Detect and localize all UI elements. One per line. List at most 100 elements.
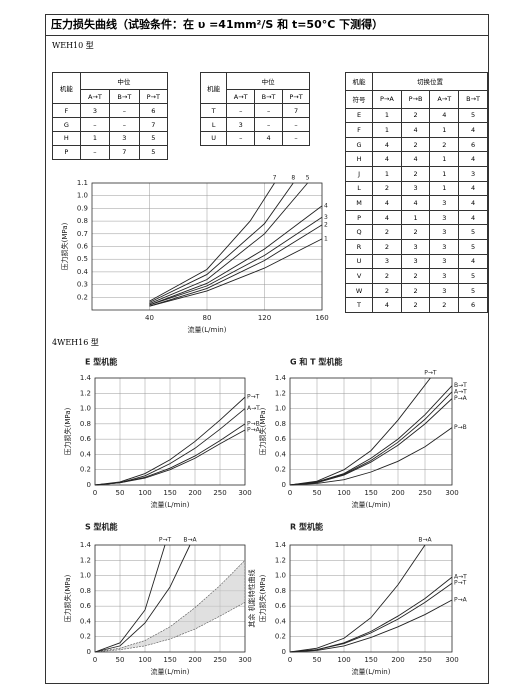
column-header: B→T bbox=[109, 89, 140, 105]
table-cell: 1 bbox=[400, 209, 431, 226]
table-cell: – bbox=[226, 103, 256, 119]
y-tick-label: 1.0 bbox=[80, 405, 91, 413]
y-tick-label: 1.4 bbox=[275, 541, 287, 549]
table-cell: T bbox=[199, 103, 228, 119]
x-tick-label: 150 bbox=[163, 489, 176, 497]
y-tick-label: 0.4 bbox=[275, 617, 287, 625]
curve bbox=[149, 182, 275, 302]
curve-label: P→T bbox=[247, 394, 260, 401]
x-tick-label: 120 bbox=[258, 314, 271, 322]
table-cell: J bbox=[344, 166, 374, 182]
curve bbox=[149, 216, 323, 306]
y-tick-label: 0.6 bbox=[80, 435, 92, 443]
table-cell: W bbox=[344, 282, 374, 299]
curve-label: P→A bbox=[454, 395, 468, 402]
curve-label: 5 bbox=[306, 175, 310, 182]
y-tick-label: 0.5 bbox=[77, 255, 88, 263]
y-tick-label: 0.6 bbox=[80, 602, 92, 610]
table-cell: H bbox=[344, 151, 374, 168]
table-cell: F bbox=[344, 122, 374, 138]
y-tick-label: 1.2 bbox=[275, 556, 286, 564]
x-tick-label: 50 bbox=[116, 489, 125, 497]
column-header: P→T bbox=[138, 89, 169, 105]
table-cell: 3 bbox=[400, 180, 431, 197]
table-group-header: 切换位置 bbox=[372, 72, 488, 91]
table-cell: 4 bbox=[458, 195, 488, 211]
table-corner: 机能 bbox=[52, 71, 81, 105]
y-tick-label: 0 bbox=[282, 481, 286, 489]
table-row: 机能 中位 bbox=[52, 71, 169, 105]
table-cell: V bbox=[344, 268, 374, 284]
plot-frame bbox=[91, 182, 323, 311]
x-tick-label: 0 bbox=[93, 489, 97, 497]
curve bbox=[149, 224, 323, 307]
table-cell: 7 bbox=[138, 117, 169, 132]
table-cell: M bbox=[344, 195, 374, 211]
table-cell: 5 bbox=[458, 239, 488, 255]
curve bbox=[289, 582, 453, 653]
table-cell: 2 bbox=[400, 136, 431, 153]
table-cell: 3 bbox=[429, 224, 460, 240]
y-tick-label: 1.0 bbox=[77, 192, 88, 200]
table: 机能 中位 A→T B→T P→T T – –7 L 3– – U –4– bbox=[199, 71, 310, 147]
table-cell: 3 bbox=[429, 253, 460, 270]
table-cell: U bbox=[199, 130, 228, 147]
table-row: U –4– bbox=[199, 130, 310, 147]
x-tick-label: 300 bbox=[238, 489, 251, 497]
curve bbox=[289, 391, 453, 486]
curve-label: 2 bbox=[324, 221, 328, 228]
curve bbox=[94, 544, 191, 653]
table-cell: 4 bbox=[372, 136, 402, 153]
table-cell: 7 bbox=[109, 144, 140, 161]
table-cell: 4 bbox=[372, 209, 402, 226]
table-cell: P bbox=[344, 209, 374, 226]
frame bbox=[45, 14, 489, 684]
shaded-band bbox=[94, 559, 246, 653]
column-header: A→T bbox=[429, 89, 460, 109]
table-cell: – bbox=[79, 144, 111, 161]
table-cell: 2 bbox=[372, 268, 402, 284]
curve-label: P→B bbox=[454, 424, 467, 431]
table-cell: 2 bbox=[400, 282, 431, 299]
x-tick-label: 300 bbox=[445, 489, 458, 497]
table-cell: 5 bbox=[458, 224, 488, 240]
table-row: A→T B→T P→T bbox=[201, 89, 310, 105]
table-cell: H bbox=[52, 130, 81, 146]
y-tick-label: 1.0 bbox=[80, 572, 91, 580]
curve bbox=[94, 429, 246, 486]
y-axis-label: 压力损失(MPa) bbox=[258, 407, 267, 455]
y-tick-label: 0 bbox=[282, 648, 286, 656]
column-header: P→A bbox=[372, 89, 402, 109]
column-header: A→T bbox=[79, 89, 111, 105]
table-cell: 4 bbox=[372, 297, 402, 313]
table-cell: 2 bbox=[372, 239, 402, 255]
table-cell: 4 bbox=[458, 180, 488, 197]
table-cell: – bbox=[109, 103, 140, 119]
table: 机能 中位 A→T B→T P→T F 3–6 G – –7 H 1 3 5 P –7 5 bbox=[52, 71, 169, 161]
table-row: L 3– – bbox=[199, 117, 310, 132]
table-cell: 1 bbox=[429, 180, 460, 197]
table-cell: 5 bbox=[458, 268, 488, 284]
x-tick-label: 200 bbox=[391, 489, 404, 497]
curve-label: 8 bbox=[291, 175, 295, 182]
table-cell: 3 bbox=[372, 253, 402, 270]
y-tick-label: 0.8 bbox=[275, 420, 286, 428]
curve-label: P→A bbox=[247, 426, 261, 433]
x-tick-label: 250 bbox=[213, 489, 226, 497]
table-cell: – bbox=[282, 130, 310, 147]
column-header: A→T bbox=[226, 89, 256, 105]
table-cell: 6 bbox=[138, 103, 169, 119]
table-cell: P bbox=[52, 144, 81, 161]
curve-label: 1 bbox=[324, 235, 328, 242]
y-tick-label: 0.4 bbox=[80, 617, 92, 625]
y-tick-label: 1.0 bbox=[275, 572, 286, 580]
x-tick-label: 250 bbox=[213, 656, 226, 664]
y-tick-label: 1.0 bbox=[275, 405, 286, 413]
table-cell: 3 bbox=[79, 103, 111, 119]
